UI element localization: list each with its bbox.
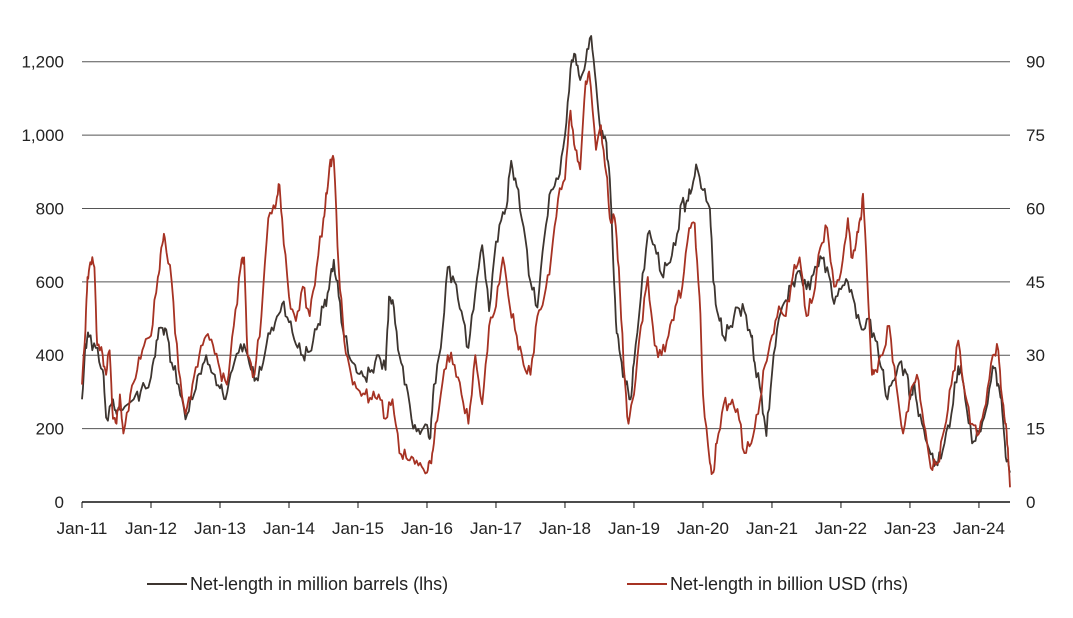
x-tick-label: Jan-19 (608, 519, 660, 538)
legend-label-usd: Net-length in billion USD (rhs) (670, 574, 908, 594)
x-tick-label: Jan-23 (884, 519, 936, 538)
x-tick-label: Jan-14 (263, 519, 315, 538)
legend-label-barrels: Net-length in million barrels (lhs) (190, 574, 448, 594)
x-tick-label: Jan-17 (470, 519, 522, 538)
y-right-tick-label: 90 (1026, 53, 1045, 72)
y-left-tick-label: 0 (55, 493, 64, 512)
x-tick-label: Jan-13 (194, 519, 246, 538)
series-line-barrels (81, 35, 1011, 473)
x-tick-label: Jan-15 (332, 519, 384, 538)
y-right-tick-label: 30 (1026, 346, 1045, 365)
x-tick-label: Jan-24 (953, 519, 1005, 538)
y-left-tick-label: 1,200 (21, 53, 64, 72)
y-left-tick-label: 400 (36, 346, 64, 365)
x-tick-label: Jan-22 (815, 519, 867, 538)
y-left-tick-label: 200 (36, 420, 64, 439)
x-tick-label: Jan-21 (746, 519, 798, 538)
y-left-tick-label: 800 (36, 199, 64, 218)
x-tick-label: Jan-12 (125, 519, 177, 538)
x-tick-label: Jan-20 (677, 519, 729, 538)
series-line-usd (81, 70, 1011, 488)
series-layer (81, 35, 1011, 488)
x-tick-label: Jan-18 (539, 519, 591, 538)
legend: Net-length in million barrels (lhs) Net-… (147, 574, 908, 594)
y-axis-right: 0 15 30 45 60 75 90 (1026, 53, 1045, 512)
y-left-tick-label: 1,000 (21, 126, 64, 145)
x-tick-label: Jan-11 (57, 519, 108, 538)
x-axis: Jan-11 Jan-12 Jan-13 Jan-14 Jan-15 Jan-16 Jan-… (57, 501, 1010, 538)
y-right-tick-label: 15 (1026, 420, 1045, 439)
y-axis-left: 0 200 400 600 800 1,000 1,200 (21, 53, 64, 512)
y-left-tick-label: 600 (36, 273, 64, 292)
x-tick-label: Jan-16 (401, 519, 453, 538)
y-right-tick-label: 0 (1026, 493, 1035, 512)
y-right-tick-label: 45 (1026, 273, 1045, 292)
y-right-tick-label: 60 (1026, 199, 1045, 218)
y-right-tick-label: 75 (1026, 126, 1045, 145)
